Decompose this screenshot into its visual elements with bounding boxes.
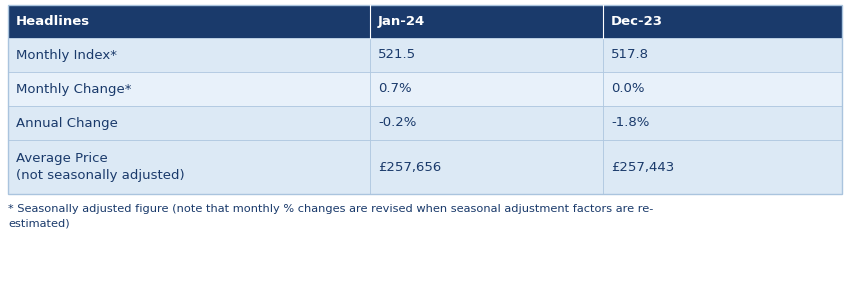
Bar (8, 72, 370, 106)
Text: -1.8%: -1.8% (611, 116, 649, 130)
Bar (8, 5, 370, 38)
Bar (8, 106, 370, 140)
Text: Monthly Change*: Monthly Change* (16, 82, 132, 95)
Text: Annual Change: Annual Change (16, 116, 118, 130)
Bar (603, 140, 842, 194)
Bar (370, 5, 603, 38)
Bar (370, 106, 603, 140)
Bar (370, 38, 603, 72)
Text: estimated): estimated) (8, 218, 70, 228)
Bar (370, 140, 603, 194)
Text: -0.2%: -0.2% (378, 116, 416, 130)
Bar (603, 5, 842, 38)
Text: Jan-24: Jan-24 (378, 15, 425, 28)
Text: Average Price
(not seasonally adjusted): Average Price (not seasonally adjusted) (16, 152, 184, 182)
Text: 0.7%: 0.7% (378, 82, 411, 95)
Bar (8, 38, 370, 72)
Text: Monthly Index*: Monthly Index* (16, 49, 117, 62)
Text: £257,443: £257,443 (611, 160, 674, 174)
Text: 517.8: 517.8 (611, 49, 649, 62)
Bar (370, 72, 603, 106)
Bar (8, 5, 842, 194)
Text: 521.5: 521.5 (378, 49, 416, 62)
Text: * Seasonally adjusted figure (note that monthly % changes are revised when seaso: * Seasonally adjusted figure (note that … (8, 204, 654, 214)
Bar (603, 106, 842, 140)
Bar (8, 140, 370, 194)
Text: Headlines: Headlines (16, 15, 90, 28)
Text: Dec-23: Dec-23 (611, 15, 663, 28)
Bar (603, 72, 842, 106)
Text: £257,656: £257,656 (378, 160, 441, 174)
Bar (603, 38, 842, 72)
Text: 0.0%: 0.0% (611, 82, 644, 95)
